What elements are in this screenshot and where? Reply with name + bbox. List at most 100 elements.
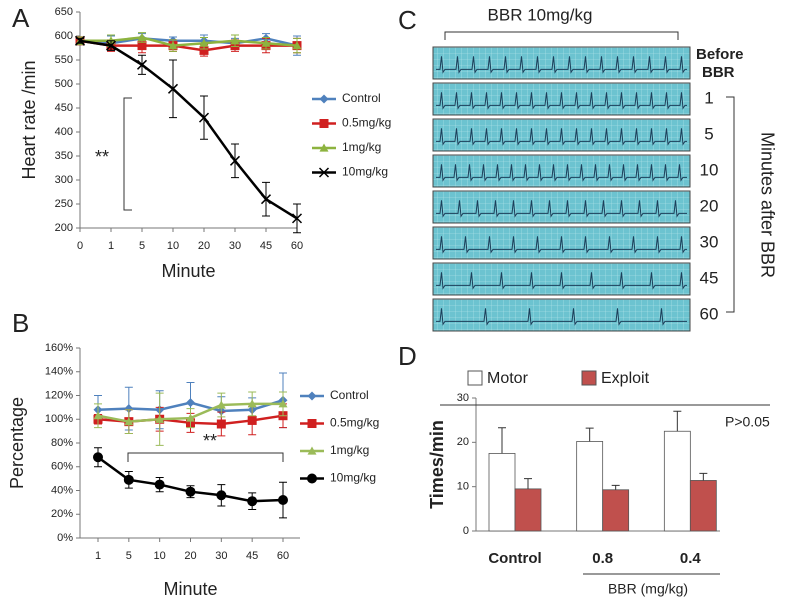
ecg-strip (432, 298, 691, 332)
marker (185, 486, 196, 497)
y-tick-label: 500 (55, 78, 73, 90)
x-tick-label: 45 (260, 240, 272, 252)
legend-label: Control (342, 91, 381, 105)
marker (137, 41, 147, 51)
error-bar (524, 478, 532, 489)
bar (514, 488, 542, 532)
y-tick-label: 60% (51, 461, 73, 473)
y-tick-label: 200 (55, 222, 73, 234)
legend-label: 0.5mg/kg (330, 416, 379, 430)
y-tick-label: 140% (45, 366, 73, 378)
legend-swatch (467, 370, 483, 386)
x-axis-title: Minute (163, 579, 217, 599)
legend-label: Control (330, 388, 369, 402)
marker (260, 194, 272, 205)
x-tick-label: 10 (154, 550, 166, 562)
legend-label: 10mg/kg (342, 165, 388, 179)
legend-marker (307, 473, 317, 484)
marker (123, 474, 134, 485)
series-line (79, 39, 298, 220)
x-tick-label: 5 (126, 550, 132, 562)
x-tick-label: 60 (277, 550, 289, 562)
row-label: 45 (700, 268, 719, 287)
ecg-trace (436, 92, 687, 110)
ecg-strip (432, 154, 691, 188)
marker (199, 45, 209, 55)
marker (247, 496, 258, 507)
x-tick-label: 20 (184, 550, 196, 562)
y-tick-label: 350 (55, 150, 73, 162)
y-tick-label: 20 (457, 436, 469, 448)
marker (216, 400, 226, 409)
ecg-trace (436, 236, 687, 254)
marker (186, 398, 195, 408)
marker (74, 35, 86, 46)
y-tick-label: 160% (45, 342, 73, 354)
y-axis-title: Heart rate /min (19, 60, 39, 179)
y-tick-label: 300 (55, 174, 73, 186)
row-label: 10 (700, 160, 719, 179)
x-tick-label: 0 (77, 240, 83, 252)
x-tick-label: 0.4 (680, 550, 702, 567)
y-tick-label: 450 (55, 102, 73, 114)
error-bar (498, 427, 506, 454)
series-line (80, 36, 298, 47)
panel-label: D (398, 341, 417, 371)
x-tick-label: 20 (198, 240, 210, 252)
ecg-strip (432, 118, 691, 152)
y-tick-label: 0% (57, 532, 73, 544)
legend-label: 1mg/kg (342, 140, 381, 154)
legend-marker (319, 94, 329, 104)
x-tick-label: 1 (108, 240, 114, 252)
legend-label: 10mg/kg (330, 471, 376, 485)
ecg-trace (436, 272, 687, 290)
marker (247, 399, 257, 408)
marker (93, 452, 103, 463)
x-tick-label: 0.8 (592, 550, 613, 567)
row-label: BBR (702, 64, 735, 81)
x-tick-label: 45 (246, 550, 258, 562)
marker (93, 411, 103, 420)
ecg-strip (432, 262, 691, 296)
ecg-strip (432, 190, 691, 224)
marker (124, 417, 134, 426)
ecg-strip (432, 46, 691, 80)
marker (278, 399, 288, 408)
y-tick-label: 650 (55, 6, 73, 18)
side-label: Minutes after BBR (757, 132, 777, 278)
y-tick-label: 250 (55, 198, 73, 210)
y-tick-label: 550 (55, 54, 73, 66)
bar (488, 453, 516, 532)
ecg-trace (436, 308, 687, 326)
marker (167, 83, 179, 94)
row-label: 20 (700, 196, 719, 215)
marker (105, 40, 117, 51)
legend-label: 1mg/kg (330, 443, 369, 457)
marker (216, 419, 226, 429)
bracket (444, 31, 679, 40)
marker (198, 112, 210, 123)
y-tick-label: 600 (55, 30, 73, 42)
marker (154, 479, 165, 490)
bar (602, 489, 630, 532)
x-tick-label: Control (488, 550, 541, 567)
y-tick-label: 20% (51, 508, 73, 520)
y-tick-label: 40% (51, 484, 73, 496)
error-bar (611, 484, 620, 490)
x-tick-label: 10 (167, 240, 179, 252)
bar (663, 430, 691, 532)
row-label: 5 (704, 124, 713, 143)
ecg-trace (436, 128, 687, 146)
legend-marker (319, 143, 329, 152)
annotation: ** (203, 431, 217, 451)
ecg-trace (436, 200, 687, 218)
x-tick-label: 5 (139, 240, 145, 252)
ecg-strip (432, 226, 691, 260)
panel-label: B (12, 308, 29, 338)
y-tick-label: 10 (457, 481, 469, 493)
x-tick-label: 30 (215, 550, 227, 562)
y-tick-label: 80% (51, 437, 73, 449)
marker (229, 155, 241, 166)
marker (155, 414, 165, 423)
